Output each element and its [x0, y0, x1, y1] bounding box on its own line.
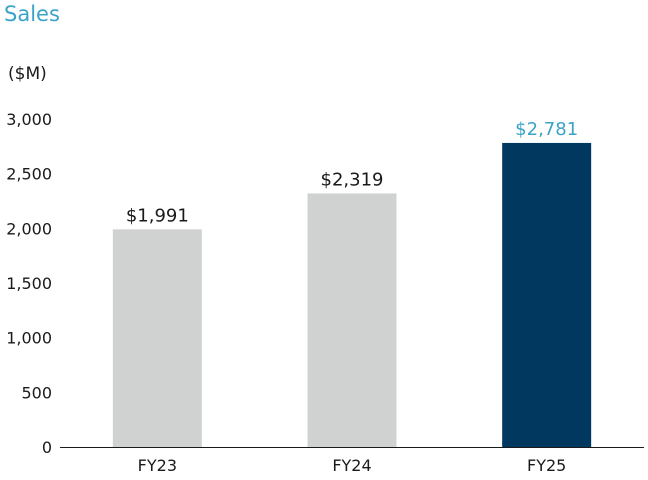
y-tick-label: 0 [42, 438, 52, 457]
bar-fy25 [502, 142, 592, 447]
x-tick-label: FY24 [332, 456, 371, 475]
y-tick-label: 1,000 [6, 329, 52, 348]
data-label-fy24: $2,319 [321, 169, 384, 190]
data-label-fy25: $2,781 [515, 119, 578, 140]
bar-fy24 [307, 193, 397, 447]
y-tick-label: 1,500 [6, 274, 52, 293]
y-tick-label: 2,500 [6, 165, 52, 184]
bar-fy23 [112, 229, 202, 447]
x-tick-label: FY23 [138, 456, 177, 475]
data-label-fy23: $1,991 [126, 205, 189, 226]
x-tick-label: FY25 [527, 456, 566, 475]
chart-title: Sales [4, 2, 60, 26]
y-axis-unit-label: ($M) [8, 64, 47, 84]
y-tick-label: 500 [21, 383, 52, 402]
y-tick-label: 2,000 [6, 219, 52, 238]
y-tick-label: 3,000 [6, 110, 52, 129]
